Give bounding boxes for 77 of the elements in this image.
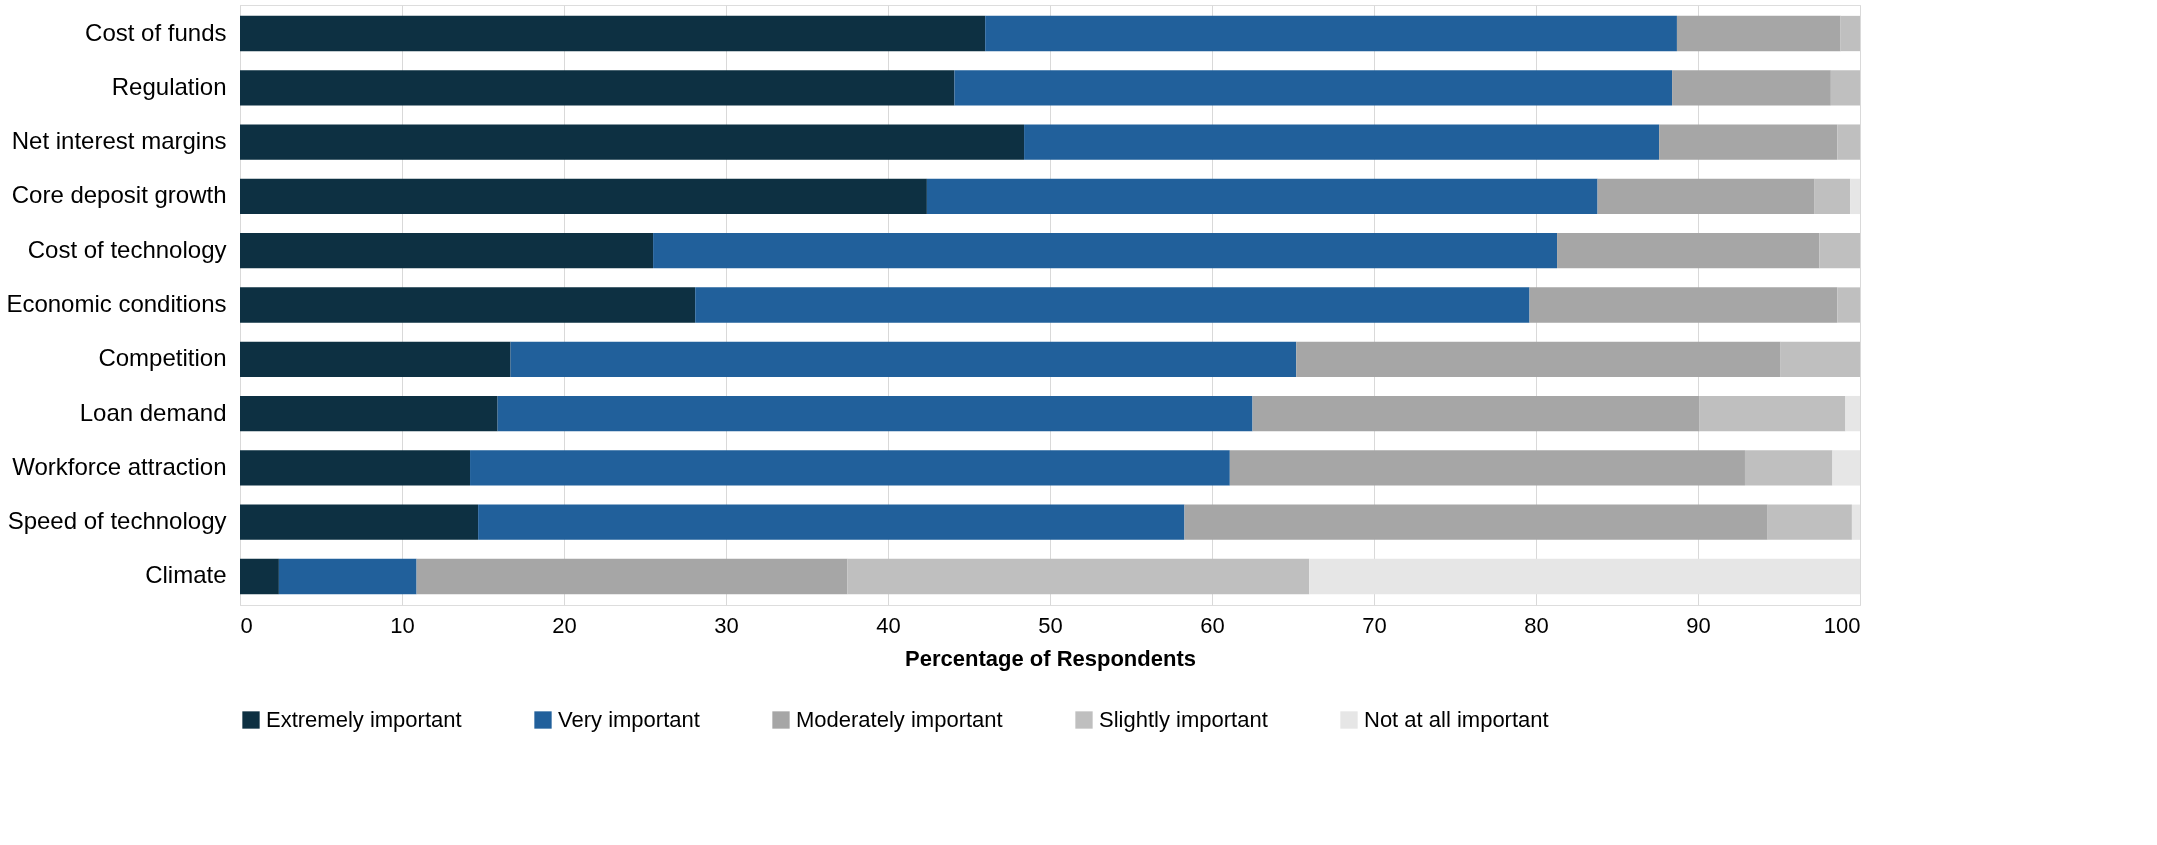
- bar: [1699, 395, 1846, 432]
- bar: [1229, 450, 1745, 486]
- bar: [1845, 395, 1860, 432]
- x-tick-label: 100: [1823, 612, 1861, 638]
- x-tick-label: 50: [1038, 612, 1063, 638]
- bar: [985, 15, 1677, 52]
- bar: [1851, 504, 1860, 540]
- bar: [1780, 341, 1860, 377]
- bar: [240, 287, 696, 323]
- bar: [1184, 504, 1768, 540]
- y-tick-label: Loan demand: [79, 398, 227, 426]
- legend-label: Very important: [558, 707, 700, 732]
- bar: [847, 558, 1310, 595]
- legend-label: Extremely important: [266, 707, 462, 732]
- bar: [510, 341, 1297, 377]
- bar: [240, 395, 498, 432]
- bar: [478, 504, 1185, 540]
- bar: [278, 558, 417, 595]
- y-tick-label: Cost of technology: [27, 235, 227, 263]
- bar: [240, 178, 927, 215]
- legend-label: Not at all important: [1364, 707, 1549, 732]
- bar: [653, 233, 1558, 269]
- x-tick-label: 80: [1524, 612, 1549, 638]
- bar: [1744, 450, 1833, 486]
- bar: [240, 124, 1025, 160]
- x-tick-label: 30: [714, 612, 739, 638]
- bar: [1814, 178, 1851, 215]
- bar: [1832, 450, 1860, 486]
- bar: [1676, 15, 1841, 52]
- x-tick-label: 70: [1362, 612, 1387, 638]
- bar: [240, 504, 479, 540]
- y-tick-label: Speed of technology: [7, 507, 227, 535]
- y-tick-label: Regulation: [111, 72, 227, 100]
- bar: [1252, 395, 1700, 432]
- bar: [1840, 15, 1860, 52]
- bar: [416, 558, 848, 595]
- bar: [240, 70, 955, 106]
- bar: [1767, 504, 1852, 540]
- y-tick-label: Net interest margins: [11, 127, 227, 155]
- bar: [497, 395, 1253, 432]
- x-axis-title: Percentage of Respondents: [905, 645, 1196, 671]
- legend-label: Moderately important: [796, 707, 1003, 732]
- legend-label: Slightly important: [1099, 707, 1268, 732]
- bar: [695, 287, 1530, 323]
- bar: [1557, 233, 1820, 269]
- bar: [1296, 341, 1781, 377]
- x-tick-label: 10: [390, 612, 415, 638]
- bar: [1837, 287, 1860, 323]
- bar: [240, 233, 654, 269]
- bar: [1597, 178, 1815, 215]
- y-tick-label: Economic conditions: [6, 290, 227, 317]
- bar: [1819, 233, 1860, 269]
- bar: [954, 70, 1673, 106]
- bar: [1659, 124, 1838, 160]
- bar: [240, 15, 986, 52]
- bar: [240, 558, 279, 595]
- bar: [926, 178, 1598, 215]
- bar: [240, 450, 471, 486]
- x-tick-label: 90: [1686, 612, 1711, 638]
- bar: [1309, 558, 1860, 595]
- x-tick-label: 0: [240, 612, 253, 638]
- y-tick-label: Competition: [98, 344, 227, 372]
- x-tick-label: 60: [1200, 612, 1225, 638]
- bar: [1529, 287, 1838, 323]
- y-tick-label: Workforce attraction: [12, 452, 227, 480]
- x-tick-label: 40: [876, 612, 901, 638]
- bar: [1850, 178, 1860, 215]
- x-tick-label: 20: [552, 612, 577, 638]
- bar: [1830, 70, 1860, 106]
- y-tick-label: Climate: [145, 561, 227, 589]
- bar: [1024, 124, 1660, 160]
- bar: [240, 341, 511, 377]
- y-tick-label: Core deposit growth: [11, 181, 227, 209]
- bar: [1672, 70, 1831, 106]
- y-tick-label: Cost of funds: [85, 18, 227, 46]
- bar: [470, 450, 1230, 486]
- bar: [1837, 124, 1860, 160]
